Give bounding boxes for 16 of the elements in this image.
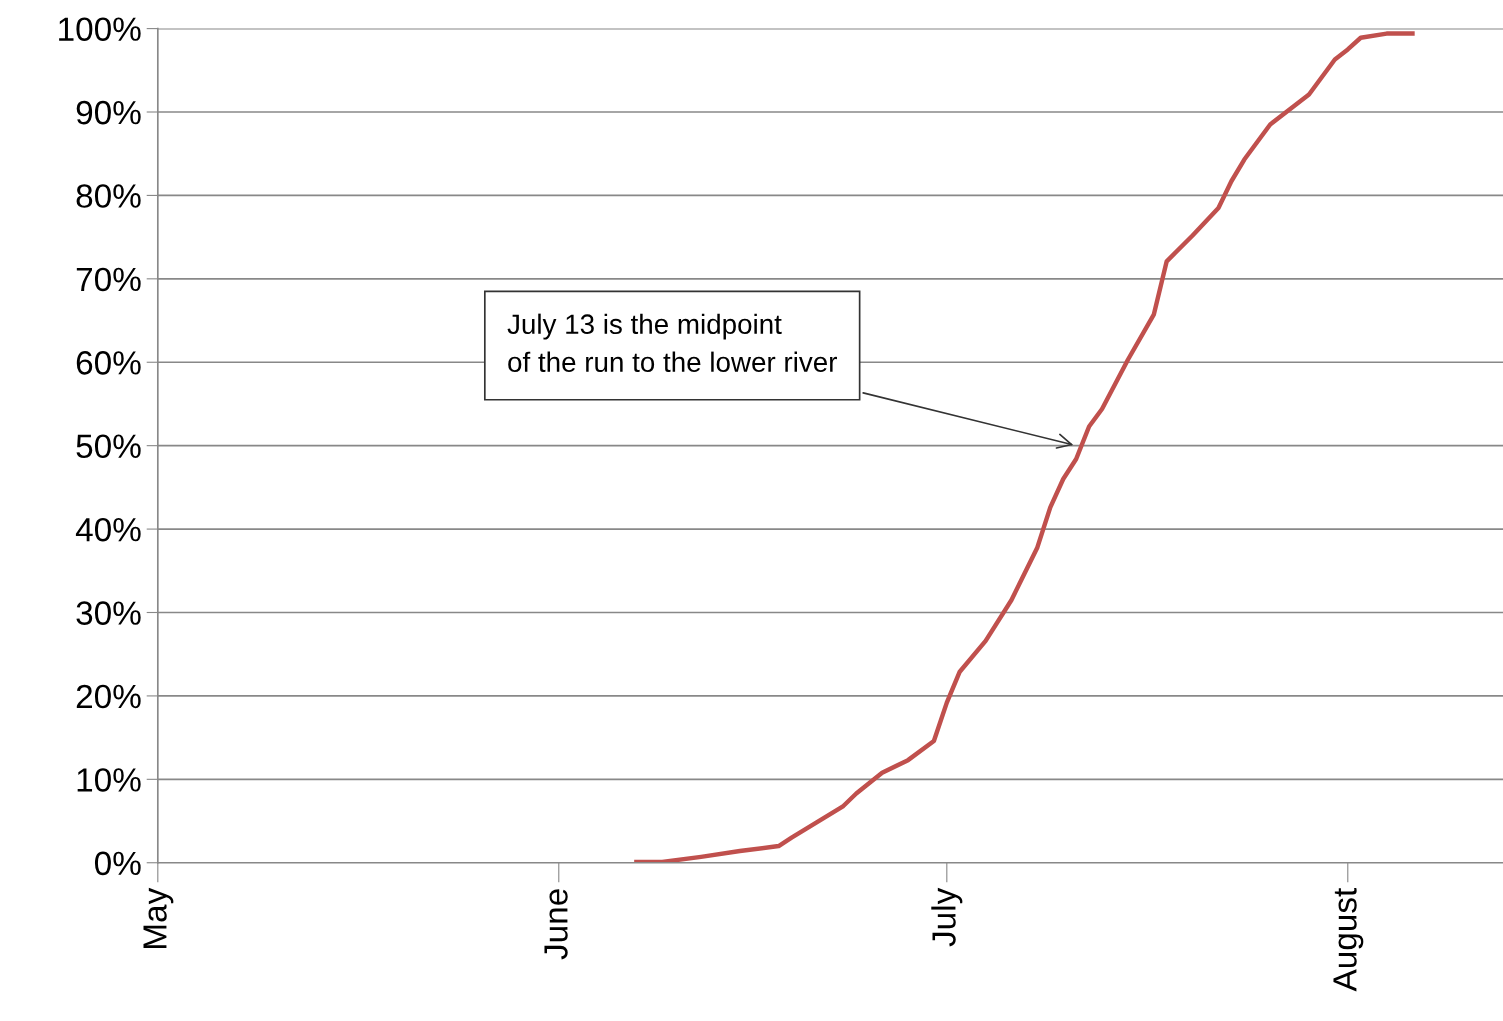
x-tick-label: July: [931, 887, 963, 947]
y-tick-label: 40%: [75, 517, 141, 542]
y-tick-label: 60%: [76, 351, 141, 375]
y-tick-label: 70%: [76, 267, 141, 292]
y-tick-label: 30%: [76, 601, 141, 625]
x-tick-label: August: [1333, 887, 1364, 992]
y-tick-label: 50%: [76, 434, 141, 459]
x-tick-label: May: [143, 887, 174, 948]
y-tick-label: 80%: [76, 184, 141, 208]
x-tick-label: June: [544, 889, 568, 960]
y-tick-label: 100%: [59, 17, 141, 41]
y-tick-label: 10%: [77, 768, 141, 792]
y-tick-label: 90%: [76, 100, 141, 125]
annotation: July 13 is the midpoint of the run to the lower river: [507, 313, 837, 373]
y-tick-label: 20%: [76, 684, 141, 709]
y-tick-label: 0%: [94, 851, 141, 876]
